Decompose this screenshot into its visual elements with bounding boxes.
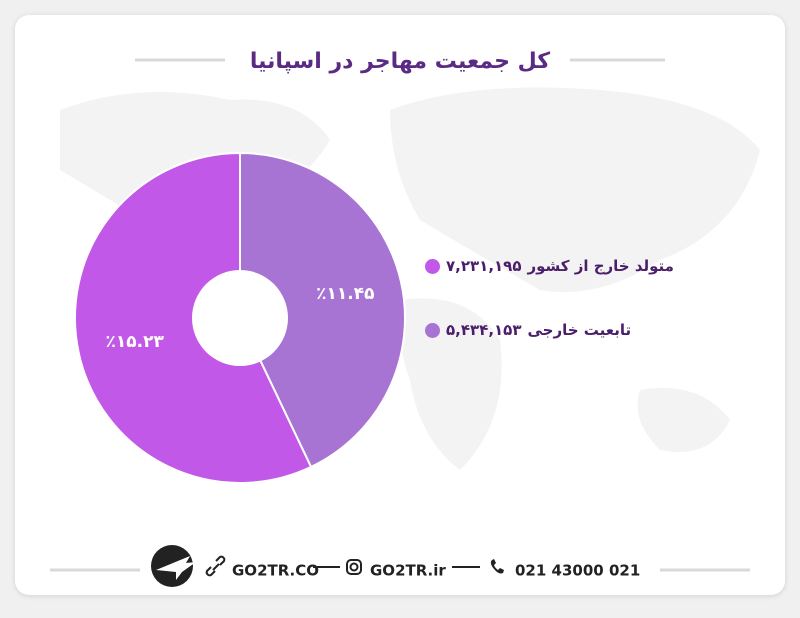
donut-hole — [192, 270, 288, 366]
pie-slice — [239, 151, 406, 469]
legend-swatch — [425, 322, 440, 338]
slice-label: ٪۱۱.۴۵ — [316, 284, 374, 304]
legend-item: تابعیت خارجی ۵,۴۳۴,۱۵۳ — [425, 321, 631, 339]
legend-count: ۵,۴۳۴,۱۵۳ — [446, 321, 522, 339]
legend-label: متولد خارج از کشور — [527, 257, 674, 275]
phone-icon — [490, 559, 504, 574]
slice-label: ٪۱۵.۲۳ — [105, 332, 164, 352]
website: GO2TR.CO — [232, 562, 319, 580]
phone: 021 43000 021 — [515, 562, 640, 580]
instagram-icon — [346, 559, 362, 575]
link-icon — [205, 555, 226, 577]
legend-count: ۷,۲۳۱,۱۹۵ — [446, 257, 522, 275]
legend-label: تابعیت خارجی — [527, 321, 632, 339]
pie: ٪۱۱.۴۵ ٪۱۵.۲۳ — [74, 151, 406, 484]
instagram: GO2TR.ir — [370, 562, 446, 580]
chart-title: کل جمعیت مهاجر در اسپانیا — [250, 49, 550, 74]
logo — [151, 545, 196, 587]
legend-item: متولد خارج از کشور ۷,۲۳۱,۱۹۵ — [425, 257, 674, 275]
legend-swatch — [425, 258, 440, 274]
instagram-icon-lens — [349, 562, 359, 572]
